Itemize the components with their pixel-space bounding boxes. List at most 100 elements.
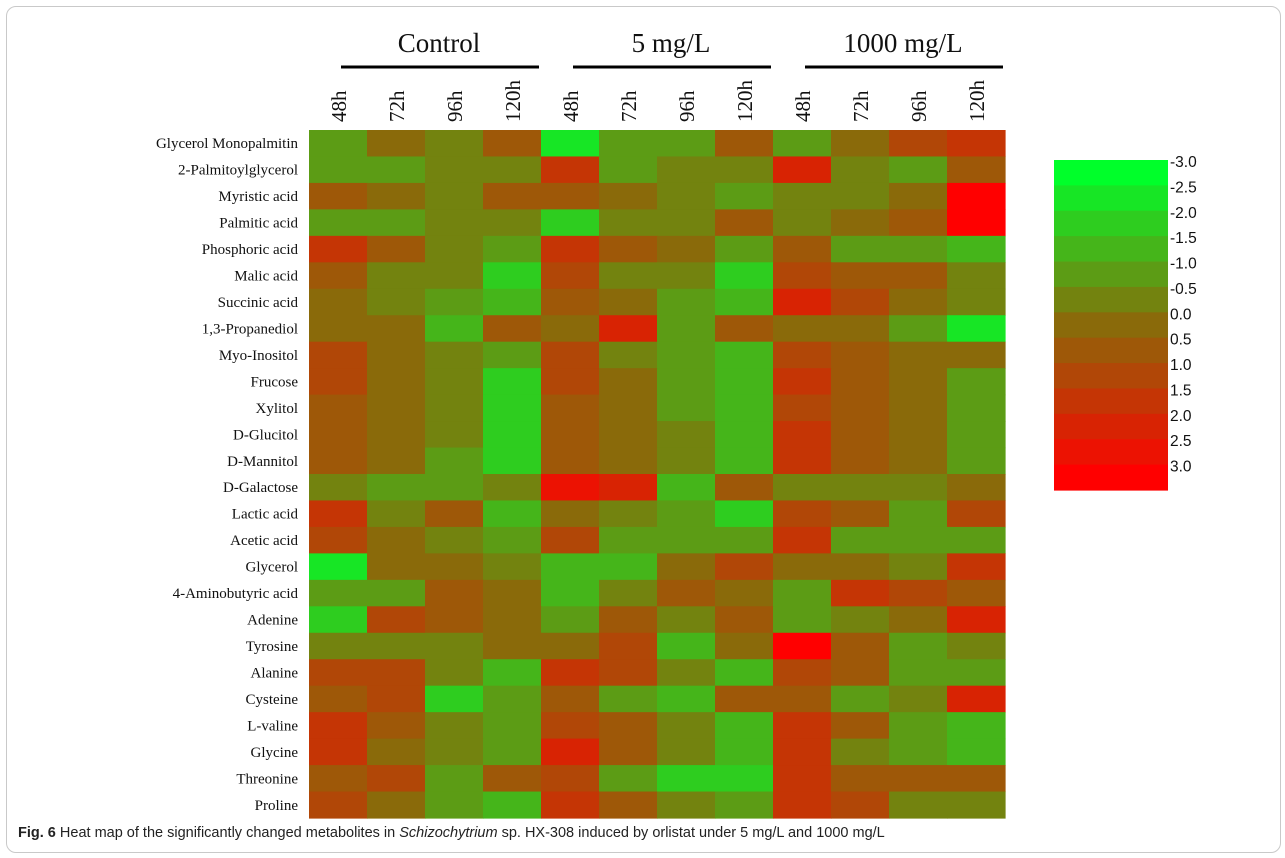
color-scale-segment	[1054, 185, 1168, 212]
heatmap-cell	[367, 632, 426, 660]
heatmap-cell	[367, 712, 426, 740]
heatmap-cell	[831, 156, 890, 184]
heatmap-cell	[831, 288, 890, 316]
color-scale-segment	[1054, 363, 1168, 390]
heatmap-cell	[657, 553, 716, 581]
heatmap-cell	[715, 130, 774, 158]
heatmap-cell	[773, 182, 832, 210]
heatmap-cell	[715, 447, 774, 475]
heatmap-cell	[889, 632, 948, 660]
heatmap-cell	[367, 368, 426, 396]
heatmap-cell	[483, 712, 542, 740]
heatmap-cell	[367, 685, 426, 713]
heatmap-cell	[889, 156, 948, 184]
heatmap-cell	[889, 765, 948, 793]
heatmap-cell	[367, 738, 426, 766]
heatmap-cell	[831, 712, 890, 740]
heatmap-cell	[541, 553, 600, 581]
heatmap-cell	[715, 474, 774, 502]
heatmap-cell	[947, 579, 1006, 607]
heatmap-cell	[831, 685, 890, 713]
heatmap-cell	[715, 262, 774, 290]
heatmap-cell	[367, 156, 426, 184]
heatmap-cell	[889, 579, 948, 607]
heatmap-cell	[657, 156, 716, 184]
heatmap-cell	[773, 526, 832, 554]
heatmap-cell	[309, 712, 368, 740]
heatmap-cell	[657, 712, 716, 740]
heatmap-cell	[889, 606, 948, 634]
heatmap-cell	[309, 632, 368, 660]
heatmap-cell	[541, 474, 600, 502]
heatmap-cell	[599, 526, 658, 554]
heatmap-cell	[947, 341, 1006, 369]
heatmap-cell	[367, 421, 426, 449]
heatmap-cell	[831, 738, 890, 766]
row-label: Adenine	[247, 613, 298, 629]
heatmap-cell	[599, 579, 658, 607]
heatmap-cell	[773, 712, 832, 740]
column-label: 96h	[907, 90, 931, 122]
heatmap-cell	[483, 315, 542, 343]
column-label: 96h	[443, 90, 467, 122]
heatmap-cell	[367, 315, 426, 343]
heatmap-cell	[947, 156, 1006, 184]
heatmap-cell	[889, 209, 948, 237]
heatmap-cell	[947, 235, 1006, 263]
row-label: Lactic acid	[232, 507, 299, 523]
heatmap-cell	[309, 368, 368, 396]
heatmap-cell	[541, 421, 600, 449]
column-label: 48h	[791, 90, 815, 122]
heatmap-cell	[715, 632, 774, 660]
row-label: Phosphoric acid	[202, 242, 299, 258]
heatmap-cell	[309, 182, 368, 210]
heatmap-cell	[367, 262, 426, 290]
heatmap-cell	[483, 765, 542, 793]
heatmap-cell	[483, 500, 542, 528]
heatmap-cell	[599, 315, 658, 343]
heatmap-cell	[425, 447, 484, 475]
heatmap-cell	[541, 606, 600, 634]
heatmap-cell	[715, 288, 774, 316]
color-scale-tick: 1.5	[1170, 382, 1192, 399]
heatmap-cell	[715, 209, 774, 237]
heatmap-cell	[657, 394, 716, 422]
row-label: 2-Palmitoylglycerol	[178, 163, 298, 179]
heatmap-cell	[483, 791, 542, 819]
heatmap-cell	[599, 606, 658, 634]
heatmap-cell	[889, 712, 948, 740]
heatmap-cell	[715, 526, 774, 554]
heatmap-cell	[541, 341, 600, 369]
heatmap-cell	[425, 579, 484, 607]
heatmap-cell	[715, 315, 774, 343]
heatmap-cell	[599, 262, 658, 290]
heatmap-cell	[425, 262, 484, 290]
heatmap-cell	[947, 447, 1006, 475]
heatmap-cell	[773, 315, 832, 343]
heatmap-cell	[715, 712, 774, 740]
heatmap-cell	[889, 659, 948, 687]
heatmap-cell	[773, 156, 832, 184]
heatmap-cell	[367, 394, 426, 422]
heatmap-cell	[657, 632, 716, 660]
heatmap-cell	[773, 685, 832, 713]
heatmap-cell	[657, 791, 716, 819]
heatmap-cell	[425, 421, 484, 449]
heatmap-cell	[889, 500, 948, 528]
color-scale-tick: -3.0	[1170, 154, 1197, 171]
heatmap-cell	[947, 315, 1006, 343]
heatmap-cell	[715, 156, 774, 184]
figure-caption: Fig. 6 Heat map of the significantly cha…	[18, 825, 1268, 849]
heatmap-cell	[657, 341, 716, 369]
heatmap-cell	[715, 421, 774, 449]
heatmap-cell	[831, 130, 890, 158]
heatmap-cell	[541, 632, 600, 660]
heatmap-cell	[309, 288, 368, 316]
row-label: Malic acid	[234, 269, 298, 285]
heatmap-cell	[541, 685, 600, 713]
heatmap-cell	[367, 500, 426, 528]
heatmap-cell	[309, 685, 368, 713]
heatmap-cell	[889, 368, 948, 396]
color-scale-tick: 2.0	[1170, 408, 1192, 425]
